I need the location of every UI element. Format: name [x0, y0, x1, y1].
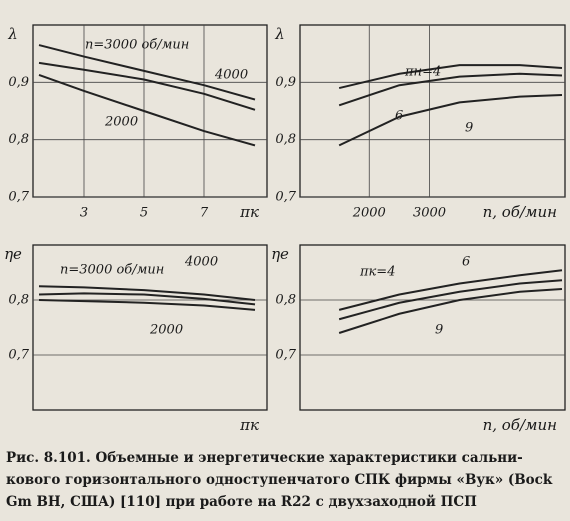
series-line	[338, 72, 563, 107]
series-line	[338, 93, 563, 147]
y-axis-label: λ	[7, 25, 18, 43]
x-tick-label: 5	[140, 206, 148, 221]
series-line	[38, 73, 256, 147]
y-tick-label: 0,8	[8, 132, 29, 147]
y-tick-label: 0,9	[8, 75, 29, 90]
x-axis-label: n, об/мин	[483, 416, 557, 434]
plot-frame	[299, 244, 566, 411]
series-label: n=3000 об/мин	[85, 38, 189, 53]
series-line	[338, 269, 563, 311]
series-label: 2000	[104, 115, 138, 130]
series-label: 4000	[214, 68, 248, 83]
x-axis-label: πк	[239, 203, 259, 221]
y-tick-label: 0,7	[275, 190, 296, 205]
x-axis-label: πк	[239, 416, 259, 434]
plot-frame	[299, 24, 566, 198]
x-tick-label: 3	[80, 206, 88, 221]
series-label: πк=4	[359, 265, 395, 280]
x-tick-label: 7	[200, 206, 209, 221]
y-tick-label: 0,7	[275, 348, 296, 363]
x-axis-label: n, об/мин	[483, 203, 557, 221]
caption-line: Рис. 8.101. Объемные и энергетические ха…	[6, 450, 523, 466]
series-label: 9	[435, 323, 443, 338]
series-label: 6	[462, 255, 470, 270]
series-line	[338, 64, 563, 90]
y-tick-label: 0,7	[8, 348, 29, 363]
y-axis-label: ηe	[4, 245, 22, 263]
series-line	[38, 299, 256, 311]
series-label: n=3000 об/мин	[60, 263, 164, 278]
y-axis-label: λ	[274, 25, 285, 43]
series-line	[338, 279, 563, 321]
y-tick-label: 0,7	[8, 190, 29, 205]
series-label: 9	[465, 121, 473, 136]
series-label: 4000	[184, 255, 218, 270]
caption-line: кового горизонтального одноступенчатого …	[6, 472, 553, 488]
x-tick-label: 2000	[352, 206, 386, 221]
y-tick-label: 0,8	[275, 132, 296, 147]
series-line	[38, 285, 256, 301]
plot-frame	[32, 244, 268, 411]
series-line	[38, 292, 256, 306]
y-axis-label: ηe	[271, 245, 289, 263]
series-label: πн=4	[404, 65, 441, 80]
series-label: 2000	[149, 323, 183, 338]
y-tick-label: 0,8	[8, 293, 29, 308]
y-tick-label: 0,8	[275, 293, 296, 308]
caption-line: Gm BH, США) [110] при работе на R22 с дв…	[6, 494, 477, 510]
x-tick-label: 3000	[413, 206, 446, 221]
series-line	[38, 44, 256, 101]
series-line	[338, 288, 563, 334]
series-line	[38, 61, 256, 111]
y-tick-label: 0,9	[275, 75, 296, 90]
